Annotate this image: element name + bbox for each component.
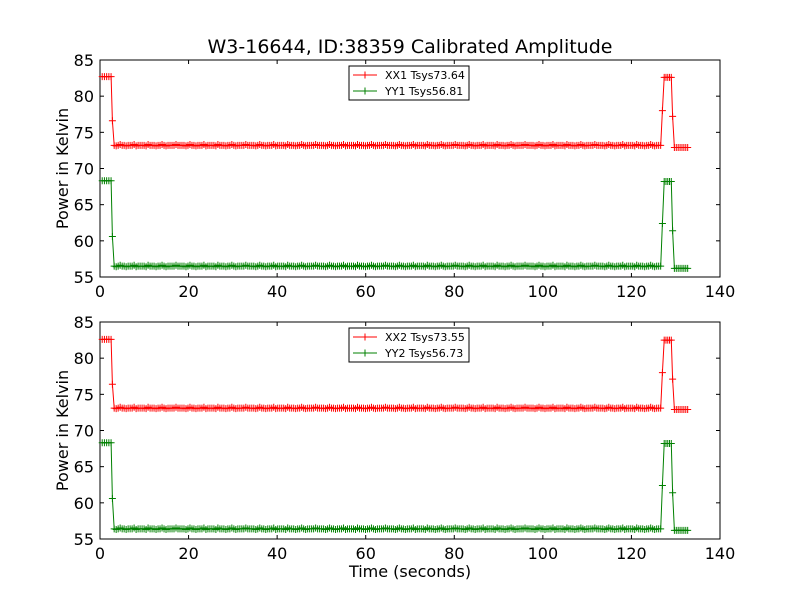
x-tick-label: 40 [267, 282, 287, 301]
data-point [107, 73, 115, 81]
y-tick-label: 60 [74, 494, 94, 513]
data-point [658, 219, 666, 227]
data-point [667, 336, 675, 344]
y-tick-label: 60 [74, 232, 94, 251]
data-point [107, 439, 115, 447]
data-point [667, 73, 675, 81]
y-axis-title: Power in Kelvin [53, 370, 72, 491]
x-tick-label: 20 [178, 544, 198, 563]
series-yy1 [98, 177, 692, 272]
x-tick-label: 80 [444, 282, 464, 301]
x-tick-label: 120 [616, 282, 647, 301]
x-tick-label: 120 [616, 544, 647, 563]
y-tick-label: 85 [74, 313, 94, 332]
y-axis-title: Power in Kelvin [53, 108, 72, 229]
data-point [669, 227, 677, 235]
data-point [669, 112, 677, 120]
x-tick-label: 20 [178, 282, 198, 301]
y-tick-label: 75 [74, 123, 94, 142]
bottom-panel: 0 20 40 60 80 100 120 140 55 60 65 70 75 80 85 Power in… [53, 313, 735, 563]
y-tick-label: 55 [74, 530, 94, 549]
x-tick-label: 60 [356, 282, 376, 301]
x-tick-label: 0 [95, 282, 105, 301]
data-point [669, 375, 677, 383]
y-tick-label: 55 [74, 268, 94, 287]
data-point [667, 178, 675, 186]
data-point [684, 526, 692, 534]
data-point [107, 177, 115, 185]
legend-box [348, 65, 470, 101]
series-xx2 [98, 335, 692, 414]
y-tick-label: 70 [74, 160, 94, 179]
legend-label: YY2 Tsys56.73 [384, 347, 463, 360]
y-tick-label: 70 [74, 422, 94, 441]
data-point [658, 107, 666, 115]
y-tick-label: 75 [74, 385, 94, 404]
y-tick-label: 65 [74, 458, 94, 477]
x-axis-title: Time (seconds) [348, 562, 471, 581]
x-tick-label: 140 [705, 282, 736, 301]
data-point [684, 264, 692, 272]
legend-marker [361, 71, 369, 79]
data-point [658, 481, 666, 489]
series-yy2 [98, 439, 692, 534]
x-tick-label: 60 [356, 544, 376, 563]
legend-marker [361, 333, 369, 341]
x-tick-label: 40 [267, 544, 287, 563]
data-point [657, 262, 665, 270]
data-point [669, 489, 677, 497]
y-tick-label: 65 [74, 196, 94, 215]
series-xx1 [98, 73, 692, 152]
x-tick-label: 80 [444, 544, 464, 563]
y-tick-label: 80 [74, 87, 94, 106]
y-tick-label: 80 [74, 349, 94, 368]
legend-label: XX1 Tsys73.64 [385, 69, 465, 82]
data-point [657, 141, 665, 149]
data-point [667, 440, 675, 448]
legend-box [348, 327, 470, 363]
data-point [108, 232, 116, 240]
top-panel: 0 20 40 60 80 100 120 140 55 60 65 70 75 80 85 Power in… [53, 51, 735, 301]
data-point [107, 335, 115, 343]
x-tick-label: 100 [528, 544, 559, 563]
data-point [108, 117, 116, 125]
y-tick-label: 85 [74, 51, 94, 70]
x-tick-label: 0 [95, 544, 105, 563]
legend-label: YY1 Tsys56.81 [384, 85, 463, 98]
legend-marker [361, 349, 369, 357]
data-point [657, 404, 665, 412]
data-point [657, 525, 665, 533]
x-tick-label: 140 [705, 544, 736, 563]
figure-title: W3-16644, ID:38359 Calibrated Amplitude [208, 36, 613, 58]
data-point [684, 406, 692, 414]
legend-label: XX2 Tsys73.55 [385, 331, 465, 344]
x-tick-label: 100 [528, 282, 559, 301]
data-point [108, 494, 116, 502]
legend-marker [361, 87, 369, 95]
data-point [684, 144, 692, 152]
data-point [108, 380, 116, 388]
data-point [658, 369, 666, 377]
